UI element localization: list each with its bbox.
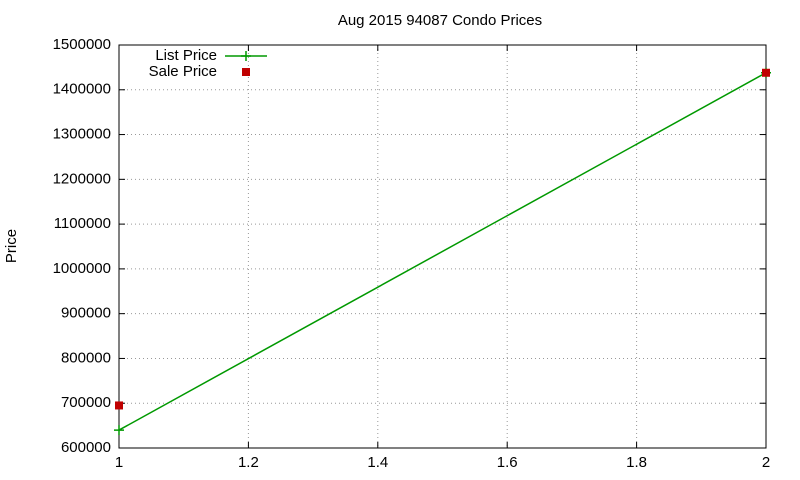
x-tick-label: 1	[115, 454, 123, 471]
y-axis-label: Price	[3, 229, 20, 263]
y-tick-label: 1100000	[54, 215, 111, 232]
y-tick-label: 800000	[61, 349, 111, 366]
x-tick-label: 1.4	[367, 454, 388, 471]
y-tick-label: 1000000	[53, 260, 111, 277]
x-tick-label: 1.6	[497, 454, 518, 471]
x-tick-label: 1.2	[238, 454, 259, 471]
point-marker	[242, 68, 250, 76]
point-marker	[241, 51, 251, 61]
x-tick-label: 1.8	[626, 454, 647, 471]
y-tick-label: 1200000	[53, 170, 111, 187]
point-marker	[115, 401, 123, 410]
point-marker	[114, 425, 124, 436]
chart-title: Aug 2015 94087 Condo Prices	[338, 12, 542, 29]
point-marker	[762, 68, 770, 77]
series-line	[118, 72, 767, 431]
y-tick-label: 1500000	[53, 36, 111, 53]
x-tick-label: 2	[762, 454, 770, 471]
y-tick-label: 1400000	[53, 81, 111, 98]
legend-label: List Price	[155, 47, 217, 64]
legend-label: Sale Price	[149, 63, 217, 80]
y-tick-label: 900000	[61, 305, 111, 322]
y-tick-label: 600000	[61, 439, 111, 456]
plot-frame	[118, 44, 767, 449]
y-tick-label: 700000	[61, 394, 111, 411]
y-tick-label: 1300000	[53, 126, 111, 143]
